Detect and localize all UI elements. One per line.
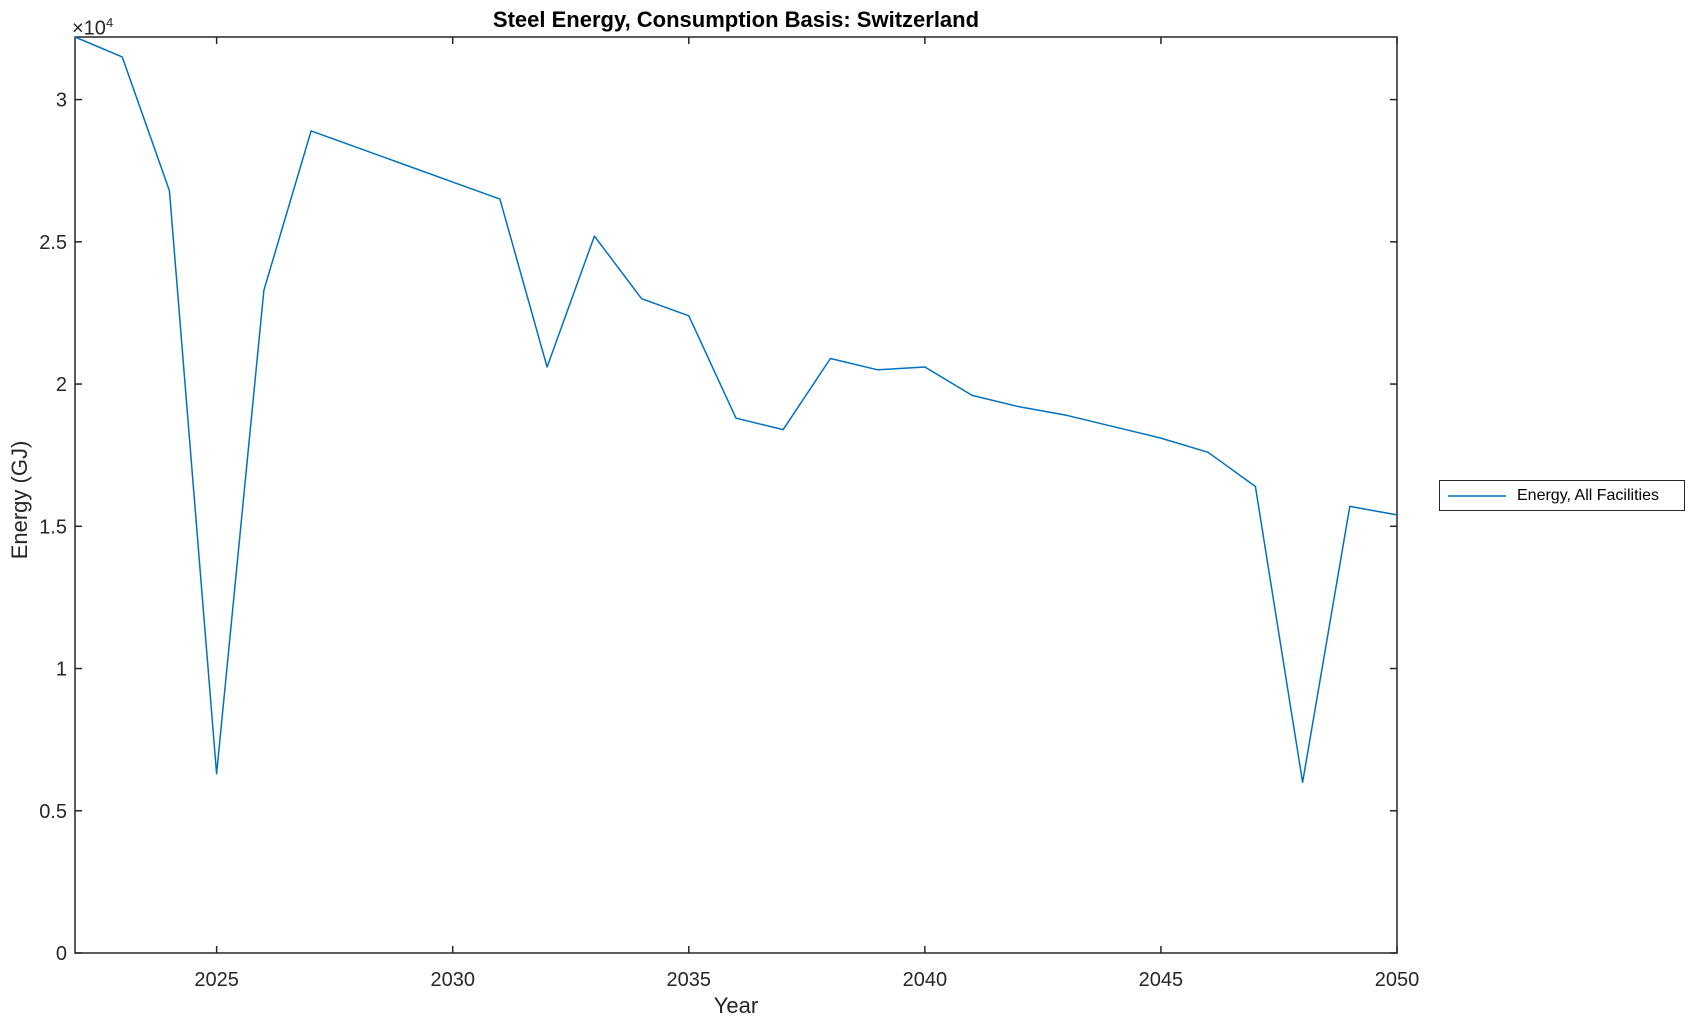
y-axis-exponent-label: ×104 [72, 16, 113, 39]
x-tick-label: 2040 [903, 969, 948, 991]
data-line [74, 36, 1398, 784]
legend-box: Energy, All Facilities [1439, 480, 1685, 511]
x-tick-label: 2025 [194, 969, 239, 991]
chart-title: Steel Energy, Consumption Basis: Switzer… [492, 7, 980, 32]
x-tick-label: 2035 [667, 969, 712, 991]
x-tick-label: 2030 [430, 969, 475, 991]
exponent-base: ×10 [72, 17, 106, 40]
legend-line-sample [1448, 494, 1506, 497]
y-tick-label: 0.5 [39, 801, 67, 823]
x-tick-label: 2050 [1375, 969, 1420, 991]
x-tick-label: 2045 [1139, 969, 1184, 991]
plot-frame [74, 36, 1398, 954]
legend-entry-label: Energy, All Facilities [1517, 486, 1659, 504]
y-tick-label: 2.5 [39, 232, 67, 254]
y-tick-label: 1.5 [39, 516, 67, 538]
y-tick-label: 0 [56, 943, 67, 965]
x-axis-label: Year [713, 993, 759, 1018]
exponent-power: 4 [105, 15, 114, 30]
y-tick-label: 2 [56, 374, 67, 396]
y-tick-label: 1 [56, 659, 67, 681]
y-tick-label: 3 [56, 90, 67, 112]
